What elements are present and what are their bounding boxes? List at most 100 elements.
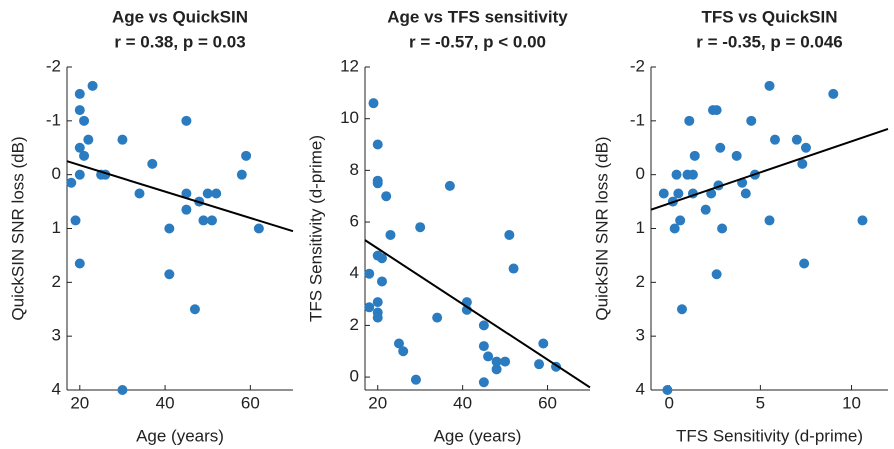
fit-line <box>364 239 591 389</box>
point <box>364 268 375 279</box>
point <box>117 134 128 145</box>
point <box>147 158 158 169</box>
point <box>415 222 426 233</box>
point <box>70 215 81 226</box>
point <box>74 169 85 180</box>
point <box>711 105 722 116</box>
chart-title: TFS vs QuickSIN <box>701 7 837 26</box>
chart-title: Age vs QuickSIN <box>112 7 248 26</box>
point <box>711 269 722 280</box>
point <box>372 297 383 308</box>
fit-line <box>66 160 294 233</box>
y-axis-label: TFS Sensitivity (d-prime) <box>306 135 325 322</box>
chart-subtitle: r = -0.35, p = 0.046 <box>696 32 842 51</box>
y-tick-label: 4 <box>52 379 61 398</box>
y-tick-label: 0 <box>636 164 645 183</box>
x-tick-label: 5 <box>756 393 765 412</box>
point <box>74 88 85 99</box>
point <box>385 229 396 240</box>
chart-subtitle: r = -0.57, p < 0.00 <box>409 32 546 51</box>
point <box>491 364 502 375</box>
y-tick-label: 4 <box>350 263 359 282</box>
point <box>432 312 443 323</box>
y-axis-label: QuickSIN SNR loss (dB) <box>592 136 611 320</box>
point <box>372 178 383 189</box>
point <box>368 98 379 109</box>
point <box>478 377 489 388</box>
point <box>74 105 85 116</box>
x-tick-label: 40 <box>156 393 175 412</box>
point <box>66 177 77 188</box>
point <box>483 351 494 362</box>
y-tick-label: 8 <box>350 160 359 179</box>
y-tick-label: 3 <box>52 326 61 345</box>
point <box>372 312 383 323</box>
chart-subtitle: r = 0.38, p = 0.03 <box>114 32 245 51</box>
x-tick-label: 40 <box>453 393 472 412</box>
point <box>376 276 387 287</box>
y-tick-label: 12 <box>340 56 359 75</box>
point <box>444 180 455 191</box>
point <box>202 188 213 199</box>
point <box>669 223 680 234</box>
y-tick-label: 0 <box>350 367 359 386</box>
x-tick-label: 10 <box>842 393 861 412</box>
point <box>769 134 780 145</box>
point <box>381 191 392 202</box>
y-tick-label: 3 <box>636 326 645 345</box>
point <box>717 223 728 234</box>
point <box>671 169 682 180</box>
point <box>700 204 711 215</box>
point <box>181 115 192 126</box>
point <box>164 269 175 280</box>
point <box>800 142 811 153</box>
fit-line <box>650 127 889 211</box>
point <box>538 338 549 349</box>
point <box>828 88 839 99</box>
point <box>504 229 515 240</box>
point <box>675 215 686 226</box>
point <box>236 169 247 180</box>
point <box>211 188 222 199</box>
point <box>491 356 502 367</box>
point <box>206 215 217 226</box>
point <box>534 359 545 370</box>
point <box>673 188 684 199</box>
point <box>478 341 489 352</box>
point <box>74 142 85 153</box>
y-tick-label: 1 <box>52 218 61 237</box>
x-tick-label: 0 <box>664 393 673 412</box>
point <box>857 215 868 226</box>
point <box>740 188 751 199</box>
point <box>87 80 98 91</box>
y-tick-label: 2 <box>636 272 645 291</box>
point <box>376 253 387 264</box>
point <box>398 346 409 357</box>
y-tick-label: 2 <box>52 272 61 291</box>
point <box>241 150 252 161</box>
point <box>687 169 698 180</box>
point <box>764 80 775 91</box>
point <box>189 304 200 315</box>
point <box>134 188 145 199</box>
y-tick-label: 6 <box>350 212 359 231</box>
point <box>746 115 757 126</box>
point <box>715 142 726 153</box>
point <box>684 115 695 126</box>
point <box>198 215 209 226</box>
point <box>658 188 669 199</box>
point <box>164 223 175 234</box>
chart-title: Age vs TFS sensitivity <box>387 7 568 26</box>
x-axis-label: Age (years) <box>136 426 224 445</box>
point <box>508 263 519 274</box>
point <box>79 150 90 161</box>
y-tick-label: 1 <box>636 218 645 237</box>
y-tick-label: -1 <box>46 110 61 129</box>
point <box>393 338 404 349</box>
point <box>764 215 775 226</box>
x-tick-label: 60 <box>538 393 557 412</box>
y-tick-label: 0 <box>52 164 61 183</box>
y-tick-label: -2 <box>630 56 645 75</box>
point <box>181 204 192 215</box>
